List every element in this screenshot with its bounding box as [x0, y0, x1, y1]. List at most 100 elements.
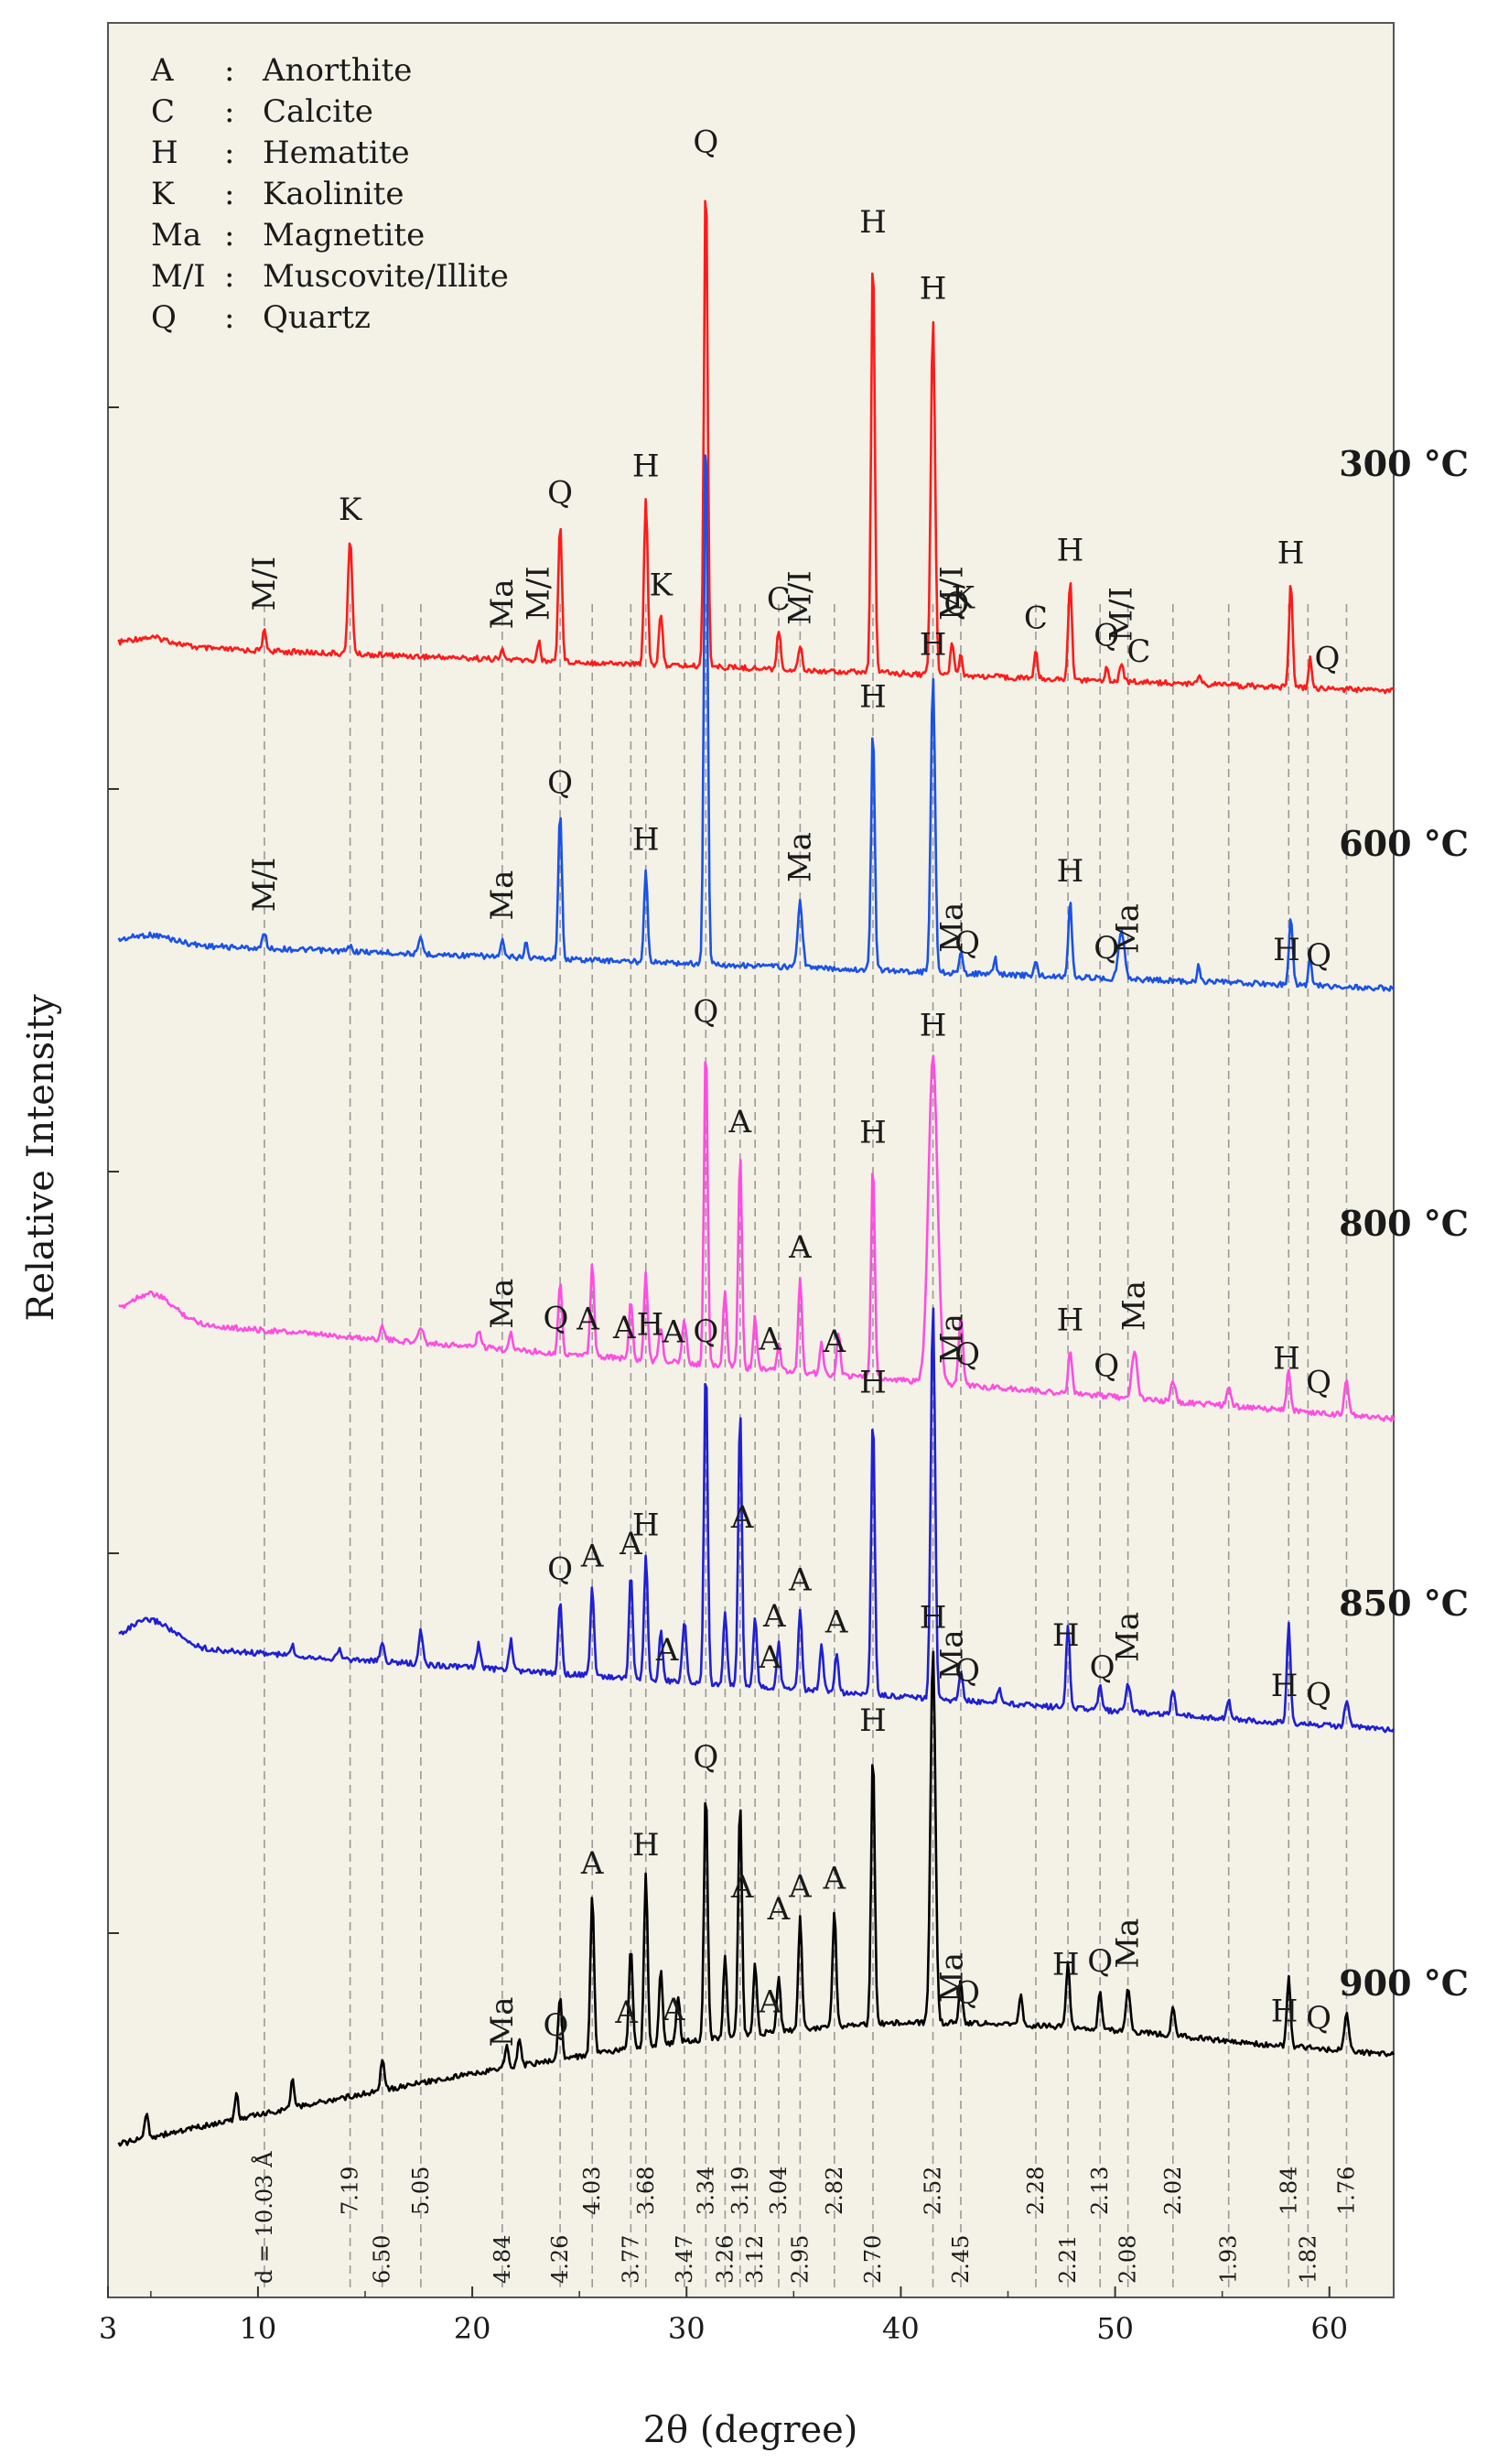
peak-label: A [788, 1869, 812, 1906]
peak-label: M/I [781, 570, 818, 625]
legend-separator: : [224, 176, 234, 212]
peak-label: A [728, 1104, 752, 1140]
peak-label: Q [1306, 1365, 1331, 1401]
peak-label: H [859, 678, 887, 715]
peak-label: A [758, 1983, 781, 2020]
peak-label: Q [1306, 937, 1331, 974]
d-spacing-label: 2.28 [1023, 2167, 1049, 2215]
x-tick-label: 3 [99, 2311, 117, 2346]
peak-label: A [619, 1526, 642, 1562]
peak-label: A [662, 1992, 685, 2028]
peak-label: Q [1306, 1676, 1331, 1713]
x-tick-label: 20 [454, 2311, 491, 2346]
peak-label: H [920, 627, 947, 664]
d-spacing-label: 3.19 [727, 2167, 753, 2215]
d-spacing-label: 1.82 [1295, 2235, 1320, 2284]
peak-label: Q [543, 2007, 568, 2044]
legend-name: Quartz [263, 299, 371, 336]
peak-label: A [655, 1632, 679, 1669]
peak-label: H [920, 1599, 947, 1636]
x-tick-label: 40 [882, 2311, 920, 2346]
peak-label: K [952, 579, 975, 616]
d-spacing-label: 6.50 [370, 2235, 395, 2284]
peak-label: H [920, 270, 947, 307]
d-spacing-label: d = 10.03 Å [251, 2151, 277, 2284]
series-group [117, 200, 1396, 2147]
peak-label: Q [954, 1336, 980, 1373]
peak-label: A [823, 1861, 846, 1897]
temperature-label: 800 °C [1339, 1203, 1469, 1244]
x-tick-label: 60 [1310, 2311, 1348, 2346]
peak-label: C [767, 581, 791, 618]
d-spacing-label: 1.76 [1333, 2167, 1359, 2215]
peak-label: Ma [934, 902, 971, 953]
peak-label: Ma [1116, 1281, 1153, 1331]
d-spacing-label: 2.45 [948, 2235, 974, 2284]
d-spacing-label: 2.13 [1087, 2167, 1113, 2215]
peak-label: H [632, 822, 660, 859]
d-spacing-label: 7.19 [338, 2167, 363, 2215]
legend-separator: : [224, 93, 234, 130]
peak-label: Ma [1110, 903, 1147, 954]
temperature-label: 600 °C [1339, 823, 1469, 864]
series-line-850C [118, 1307, 1396, 1734]
peak-label: H [1271, 1668, 1299, 1704]
peak-label: Q [693, 124, 718, 160]
d-spacing-label: 3.77 [618, 2235, 643, 2284]
peak-label: H [1057, 853, 1084, 890]
peak-label: Ma [1110, 1918, 1147, 1969]
peak-label: M/I [1104, 587, 1140, 642]
peak-label: A [762, 1598, 786, 1635]
d-spacing-label: 2.02 [1160, 2167, 1186, 2215]
peak-label: H [632, 1508, 660, 1544]
peak-label: Q [1090, 1649, 1115, 1686]
d-spacing-label: 3.68 [633, 2167, 659, 2215]
temperature-labels: 300 °C 600 °C 800 °C 850 °C 900 °C [1339, 443, 1469, 2004]
x-tick-label: 30 [668, 2311, 706, 2346]
peak-label: Q [954, 1652, 980, 1689]
peak-label: Q [693, 1313, 718, 1350]
peak-label: H [632, 1827, 660, 1864]
legend-name: Anorthite [262, 52, 412, 89]
peak-label: A [580, 1845, 604, 1882]
peak-label: H [859, 1114, 887, 1151]
axes: 3 10 20 30 40 50 60 [99, 406, 1348, 2346]
d-spacing-label: 3.12 [742, 2235, 768, 2284]
y-axis-title: Relative Intensity [20, 994, 62, 1322]
peak-label: Ma [484, 1996, 521, 2047]
peak-label: Ma [1110, 1612, 1147, 1662]
legend-name: Muscovite/Illite [263, 258, 509, 295]
legend-separator: : [224, 299, 234, 336]
legend-name: Calcite [263, 93, 373, 130]
peak-label: A [614, 1994, 638, 2031]
temperature-label: 300 °C [1339, 443, 1469, 484]
d-spacing-label: 2.82 [822, 2167, 847, 2215]
d-spacing-label: 2.08 [1115, 2235, 1141, 2284]
legend-separator: : [224, 135, 234, 171]
peak-label: Ma [934, 1952, 971, 2003]
peak-label: H [1057, 532, 1084, 568]
peak-label: Q [547, 764, 573, 801]
peak-label: A [823, 1324, 846, 1360]
legend-separator: : [224, 217, 234, 254]
legend-abbr: Ma [151, 217, 201, 254]
legend-abbr: H [151, 135, 178, 171]
peak-label: A [730, 1499, 754, 1536]
d-spacing-label: 3.34 [693, 2167, 718, 2215]
peak-label: Ma [484, 870, 521, 921]
peak-label: H [1273, 1340, 1300, 1377]
legend-separator: : [224, 258, 234, 295]
legend-name: Hematite [263, 135, 410, 171]
d-spacing-label: 2.95 [787, 2235, 813, 2284]
temperature-label: 850 °C [1339, 1583, 1469, 1624]
peak-label: Q [1094, 618, 1119, 654]
peak-label: Q [1094, 1347, 1119, 1384]
peak-label: A [758, 1322, 781, 1358]
d-spacing-label: 3.47 [672, 2235, 697, 2284]
d-spacing-label: 4.26 [547, 2235, 573, 2284]
legend-name: Magnetite [263, 217, 425, 254]
peak-label: A [580, 1539, 604, 1575]
peak-label: H [859, 1702, 887, 1739]
peak-label: Ma [484, 1279, 521, 1329]
